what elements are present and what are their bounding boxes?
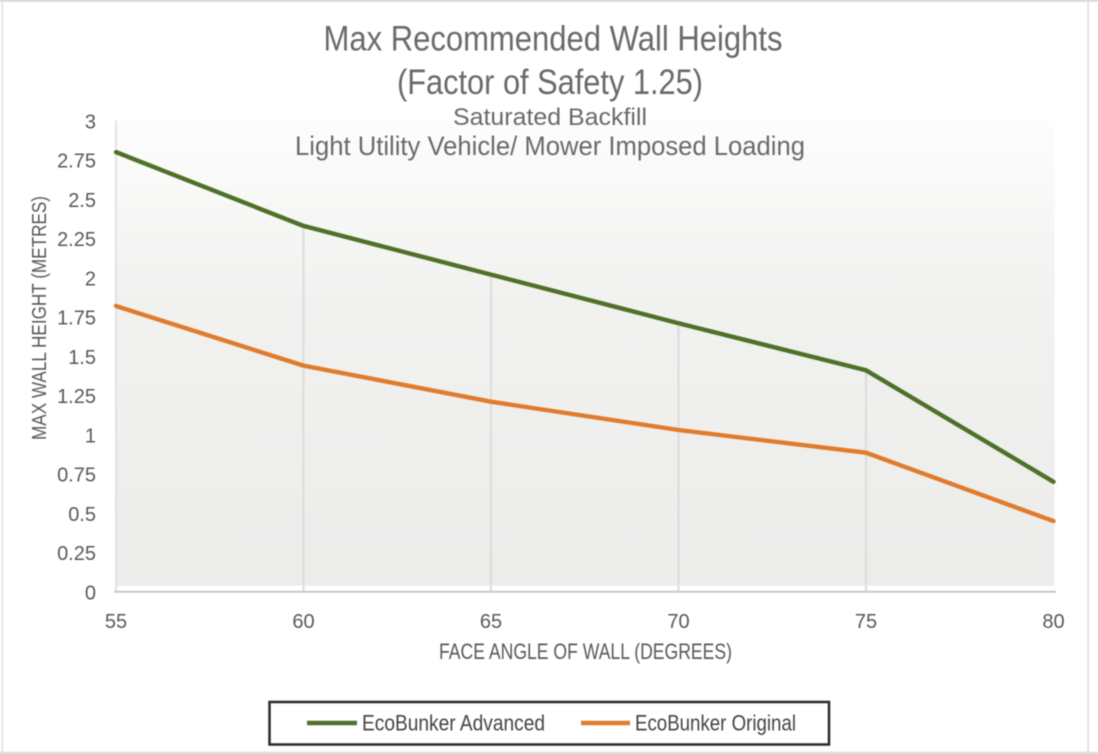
svg-text:1: 1	[85, 425, 96, 447]
svg-text:0: 0	[85, 582, 96, 604]
svg-text:2: 2	[85, 268, 96, 290]
svg-text:0.5: 0.5	[68, 504, 96, 526]
svg-text:2.5: 2.5	[68, 190, 96, 212]
svg-text:FACE ANGLE OF WALL (DEGREES): FACE ANGLE OF WALL (DEGREES)	[439, 639, 732, 664]
svg-text:1.5: 1.5	[68, 347, 96, 369]
svg-text:75: 75	[855, 611, 877, 633]
svg-text:EcoBunker Advanced: EcoBunker Advanced	[362, 711, 545, 736]
svg-text:3: 3	[85, 111, 96, 133]
svg-text:Saturated Backfill: Saturated Backfill	[453, 104, 647, 131]
svg-text:0.25: 0.25	[57, 543, 96, 565]
svg-text:EcoBunker Original: EcoBunker Original	[635, 711, 796, 736]
svg-text:Light Utility Vehicle/ Mower I: Light Utility Vehicle/ Mower Imposed Loa…	[295, 131, 805, 161]
svg-text:1.75: 1.75	[57, 308, 96, 330]
svg-text:Max Recommended Wall Heights: Max Recommended Wall Heights	[324, 20, 783, 59]
svg-text:2.25: 2.25	[57, 229, 96, 251]
svg-text:65: 65	[480, 611, 502, 633]
svg-text:55: 55	[105, 611, 127, 633]
svg-text:2.75: 2.75	[57, 151, 96, 173]
svg-text:70: 70	[667, 611, 689, 633]
svg-text:60: 60	[292, 611, 314, 633]
svg-text:MAX WALL HEIGHT (METRES): MAX WALL HEIGHT (METRES)	[29, 196, 51, 440]
svg-text:0.75: 0.75	[57, 465, 96, 487]
svg-text:(Factor of Safety 1.25): (Factor of Safety 1.25)	[397, 63, 703, 102]
svg-text:80: 80	[1042, 611, 1064, 633]
svg-text:1.25: 1.25	[57, 386, 96, 408]
